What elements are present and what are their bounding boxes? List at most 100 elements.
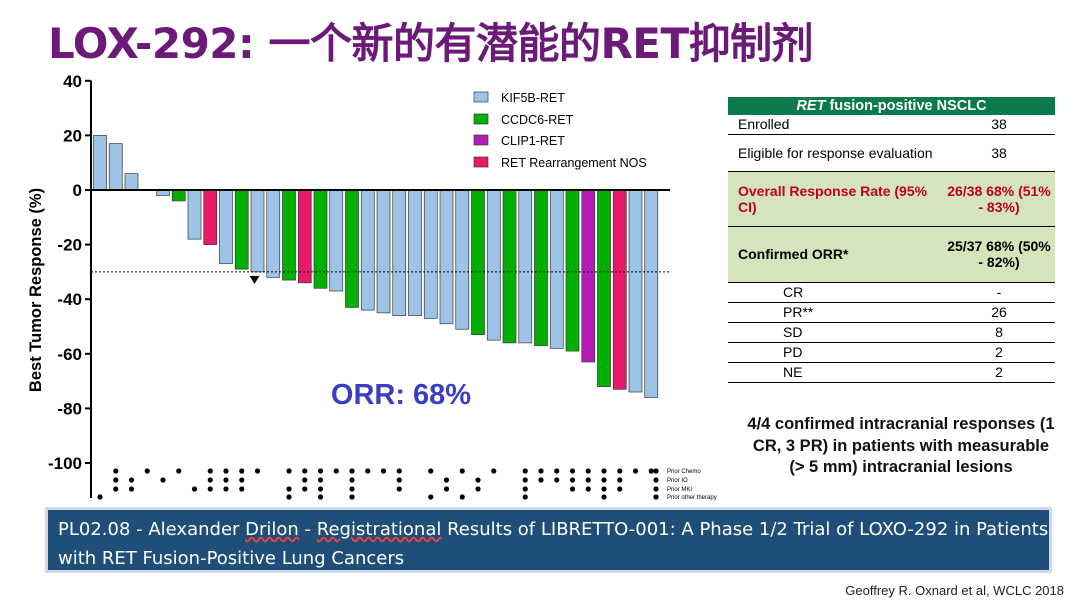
prior-therapy-dot	[569, 468, 576, 474]
legend-label: CCDC6-RET	[501, 113, 574, 127]
prior-therapy-dot	[349, 494, 355, 500]
bar	[124, 173, 139, 191]
prior-therapy-dot	[601, 486, 607, 492]
prior-therapy-dot	[617, 477, 623, 483]
bar	[612, 189, 627, 390]
bar	[345, 189, 359, 308]
prior-therapy-dot	[286, 468, 292, 474]
row-value: 38	[943, 115, 1055, 135]
bar	[250, 189, 265, 273]
table-header-gene: RET	[796, 98, 826, 114]
prior-therapy-dot	[349, 477, 355, 483]
table-row: PD 2	[728, 342, 1055, 363]
prior-therapy-dot	[475, 486, 481, 492]
bar	[423, 189, 438, 319]
prior-therapy-label: Prior Chemo	[667, 469, 701, 475]
prior-therapy-dot	[380, 468, 387, 474]
prior-therapy-key-dot	[653, 468, 659, 474]
prior-therapy-key-dot	[653, 486, 659, 492]
prior-therapy-dot	[585, 468, 591, 474]
prior-therapy-dot	[491, 468, 497, 474]
bar	[534, 189, 548, 346]
row-value: 2	[943, 342, 1055, 363]
bar	[439, 189, 454, 325]
prior-therapy-dot	[601, 494, 607, 500]
y-tick-label: 20	[63, 126, 82, 145]
prior-therapy-dot	[601, 477, 607, 483]
row-label: Eligible for response evaluation	[728, 134, 943, 172]
y-tick-label: 40	[63, 72, 82, 91]
row-label: PR**	[728, 302, 943, 323]
bar	[93, 135, 107, 191]
prior-therapy-dot	[617, 486, 623, 492]
prior-therapy-dot	[601, 468, 607, 474]
bar	[360, 189, 375, 311]
prior-therapy-dot	[223, 477, 229, 483]
bar	[187, 189, 202, 240]
prior-therapy-dot	[428, 468, 434, 474]
prior-therapy-dot	[443, 486, 450, 492]
legend-label: RET Rearrangement NOS	[501, 156, 647, 170]
prior-therapy-dot	[396, 486, 402, 492]
bar	[502, 189, 517, 344]
table-row: Enrolled 38	[728, 115, 1055, 135]
banner-word: Registrational	[316, 519, 442, 540]
prior-therapy-dot	[522, 468, 528, 474]
table-header: RET fusion-positive NSCLC	[728, 97, 1055, 115]
prior-therapy-dot	[302, 477, 308, 483]
prior-therapy-dot	[160, 477, 166, 483]
y-tick-label: -60	[57, 345, 82, 364]
bar	[565, 189, 580, 352]
prior-therapy-key-dot	[653, 477, 659, 483]
prior-therapy-dot	[349, 486, 355, 492]
bar	[518, 189, 533, 344]
bar	[108, 143, 123, 191]
y-axis-title: Best Tumor Response (%)	[27, 188, 45, 392]
bar	[597, 189, 611, 387]
response-table: RET fusion-positive NSCLC Enrolled 38 El…	[728, 97, 1055, 383]
prior-therapy-dot	[144, 468, 150, 474]
prior-therapy-dot	[191, 486, 198, 492]
prior-therapy-dot	[538, 468, 544, 474]
row-value: 8	[943, 322, 1055, 343]
bar	[313, 189, 328, 289]
prior-therapy-dot	[617, 468, 623, 474]
prior-therapy-dot	[223, 486, 229, 492]
down-triangle-marker	[249, 275, 260, 284]
row-label: PD	[728, 342, 943, 363]
prior-therapy-dot	[302, 486, 308, 492]
banner-prefix: PL02.08 - Alexander	[58, 519, 246, 540]
table-row: PR** 26	[728, 302, 1055, 323]
waterfall-chart: 40 20 0 -20 -40 -60 -80 -100 Best Tumor Response…	[27, 72, 717, 501]
citation-banner: PL02.08 - Alexander Drilon - Registratio…	[45, 507, 1052, 573]
legend-swatch	[473, 134, 489, 146]
banner-author: Drilon	[245, 519, 299, 540]
bar	[628, 189, 643, 393]
table-row: SD 8	[728, 322, 1055, 343]
prior-therapy-dot	[569, 477, 576, 483]
prior-therapy-dot	[554, 468, 560, 474]
prior-therapy-dot	[349, 468, 355, 474]
bar	[455, 189, 470, 330]
bar	[486, 189, 501, 341]
y-tick-label: -100	[48, 454, 82, 473]
legend-swatch	[473, 91, 489, 103]
prior-therapy-dot	[365, 468, 371, 474]
prior-therapy-dot	[239, 468, 245, 474]
table-row: CR -	[728, 282, 1055, 303]
prior-therapy-key-dot	[653, 494, 659, 500]
bar	[266, 189, 281, 278]
bar	[581, 189, 596, 363]
prior-therapy-dot	[286, 486, 292, 492]
row-label: Overall Response Rate (95% CI)	[728, 171, 943, 227]
prior-therapy-dot	[522, 477, 528, 483]
bar	[203, 189, 218, 245]
prior-therapy-dot	[554, 477, 560, 483]
bar	[376, 189, 391, 314]
row-label: SD	[728, 322, 943, 343]
prior-therapy-dot	[475, 477, 481, 483]
row-value: 25/37 68% (50% - 82%)	[943, 226, 1055, 283]
prior-therapy-dot	[239, 477, 245, 483]
bar	[471, 189, 485, 336]
bar	[282, 189, 296, 281]
